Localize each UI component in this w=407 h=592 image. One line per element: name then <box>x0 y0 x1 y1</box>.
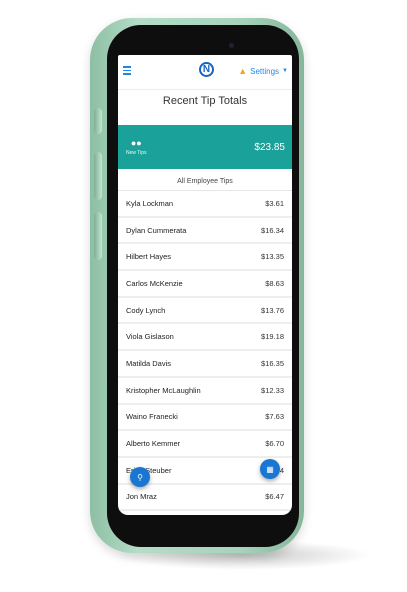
page-title: Recent Tip Totals <box>162 95 248 107</box>
settings-menu[interactable]: ▲ Settings ▼ <box>238 66 288 76</box>
employee-name: Viola Gislason <box>126 332 174 342</box>
list-item[interactable]: Kristopher McLaughlin $12.33 <box>118 378 292 405</box>
new-tips-label: New Tips <box>126 150 147 156</box>
tip-amount: $19.18 <box>261 332 284 342</box>
employee-name: Carlos McKenzie <box>126 278 183 288</box>
calendar-icon: ▦ <box>266 464 274 474</box>
top-app-bar: N ▲ Settings ▼ <box>118 55 292 90</box>
app-screen: N ▲ Settings ▼ Recent Tip Totals ●● New … <box>118 55 292 515</box>
new-tips-summary[interactable]: ●● New Tips $23.85 <box>118 125 292 169</box>
employee-tips-list: Kyla Lockman $3.61 Dylan Cummerata $16.34 … <box>118 191 292 512</box>
volume-up-button <box>94 152 102 200</box>
chevron-down-icon[interactable]: ▼ <box>282 68 288 74</box>
tip-amount: $13.35 <box>261 252 284 262</box>
search-icon: ⚲ <box>137 472 143 482</box>
calendar-fab[interactable]: ▦ <box>260 459 280 479</box>
volume-down-button <box>94 212 102 260</box>
list-item[interactable]: Matilda Davis $16.35 <box>118 351 292 378</box>
employee-name: Cody Lynch <box>126 305 166 315</box>
employee-name: Alberto Kemmer <box>126 439 181 449</box>
search-fab[interactable]: ⚲ <box>130 467 150 487</box>
list-item[interactable]: Waino Franecki $7.63 <box>118 405 292 432</box>
list-item[interactable]: Kyla Lockman $3.61 <box>118 191 292 218</box>
tip-amount: $3.61 <box>265 198 284 208</box>
mute-switch <box>94 108 102 134</box>
tip-amount: $16.35 <box>261 358 284 368</box>
tip-amount: $8.63 <box>265 278 284 288</box>
employee-name: Dylan Cummerata <box>126 225 187 235</box>
list-item[interactable]: Hilbert Hayes $13.35 <box>118 244 292 272</box>
list-item[interactable]: Dylan Cummerata $16.34 <box>118 218 292 245</box>
list-item[interactable]: Jon Mraz $6.47 <box>118 485 292 512</box>
app-logo: N <box>199 62 214 77</box>
settings-label[interactable]: Settings <box>250 66 280 76</box>
employee-name: Kristopher McLaughlin <box>126 385 201 395</box>
employee-name: Erica Steuber <box>126 465 172 475</box>
tip-amount: $7.63 <box>265 412 284 422</box>
employee-name: Matilda Davis <box>126 358 172 368</box>
new-tips-group: ●● New Tips <box>126 138 147 156</box>
tip-amount: $6.47 <box>265 492 284 502</box>
list-item[interactable]: Viola Gislason $19.18 <box>118 324 292 352</box>
hamburger-menu-icon[interactable] <box>123 66 131 77</box>
employee-name: Waino Franecki <box>126 412 178 422</box>
phone-notch <box>190 39 250 53</box>
employee-name: Kyla Lockman <box>126 198 174 208</box>
tip-amount: $6.70 <box>265 439 284 449</box>
employee-name: Jon Mraz <box>126 492 157 502</box>
list-item[interactable]: Carlos McKenzie $8.63 <box>118 271 292 298</box>
employee-tips-heading: All Employee Tips <box>118 169 292 191</box>
list-item[interactable]: Alberto Kemmer $6.70 <box>118 431 292 458</box>
bell-icon[interactable]: ▲ <box>238 66 248 76</box>
list-item[interactable]: Cody Lynch $13.76 <box>118 298 292 325</box>
employee-name: Hilbert Hayes <box>126 252 172 262</box>
new-tips-total: $23.85 <box>254 141 285 153</box>
tip-amount: $16.34 <box>261 225 284 235</box>
front-camera <box>229 43 234 48</box>
tip-amount: $12.33 <box>261 385 284 395</box>
people-icon: ●● <box>130 138 142 148</box>
tip-amount: $13.76 <box>261 305 284 315</box>
